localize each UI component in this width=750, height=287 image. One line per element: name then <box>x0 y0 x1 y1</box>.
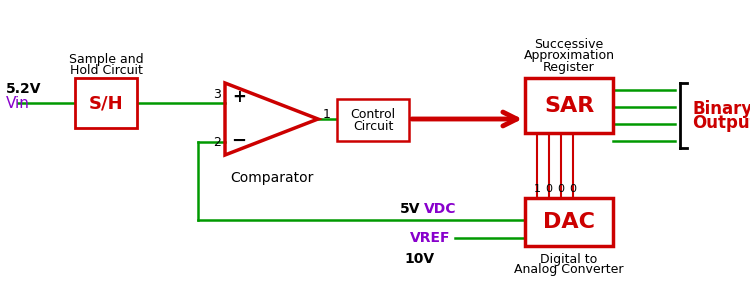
Text: 0: 0 <box>569 184 577 194</box>
Text: 1: 1 <box>323 108 331 121</box>
Text: 10V: 10V <box>405 252 435 266</box>
Text: S/H: S/H <box>88 94 123 112</box>
Text: Comparator: Comparator <box>230 171 314 185</box>
Text: Binary: Binary <box>692 100 750 117</box>
Text: Digital to: Digital to <box>540 253 598 265</box>
Text: VREF: VREF <box>410 231 450 245</box>
FancyBboxPatch shape <box>525 198 613 246</box>
Text: 5.2V: 5.2V <box>6 82 41 96</box>
Text: 5V: 5V <box>400 202 420 216</box>
Text: Circuit: Circuit <box>352 119 393 133</box>
Text: Hold Circuit: Hold Circuit <box>70 65 142 77</box>
Text: Output: Output <box>692 115 750 133</box>
Text: Analog Converter: Analog Converter <box>514 263 624 276</box>
Text: +: + <box>232 88 246 106</box>
Text: Control: Control <box>350 108 395 121</box>
Text: Vin: Vin <box>6 96 30 110</box>
Text: 2: 2 <box>213 137 221 150</box>
Text: 3: 3 <box>213 88 221 102</box>
Text: Sample and: Sample and <box>69 53 143 67</box>
Text: VDC: VDC <box>424 202 457 216</box>
Text: Register: Register <box>543 61 595 73</box>
Text: SAR: SAR <box>544 96 594 115</box>
Text: 0: 0 <box>557 184 565 194</box>
Text: Successive: Successive <box>534 38 604 51</box>
Text: Approximation: Approximation <box>524 49 614 63</box>
Text: DAC: DAC <box>543 212 595 232</box>
FancyBboxPatch shape <box>75 78 137 128</box>
Text: −: − <box>232 132 247 150</box>
Text: 0: 0 <box>545 184 553 194</box>
FancyBboxPatch shape <box>337 99 409 141</box>
Text: 1: 1 <box>533 184 541 194</box>
FancyBboxPatch shape <box>525 78 613 133</box>
